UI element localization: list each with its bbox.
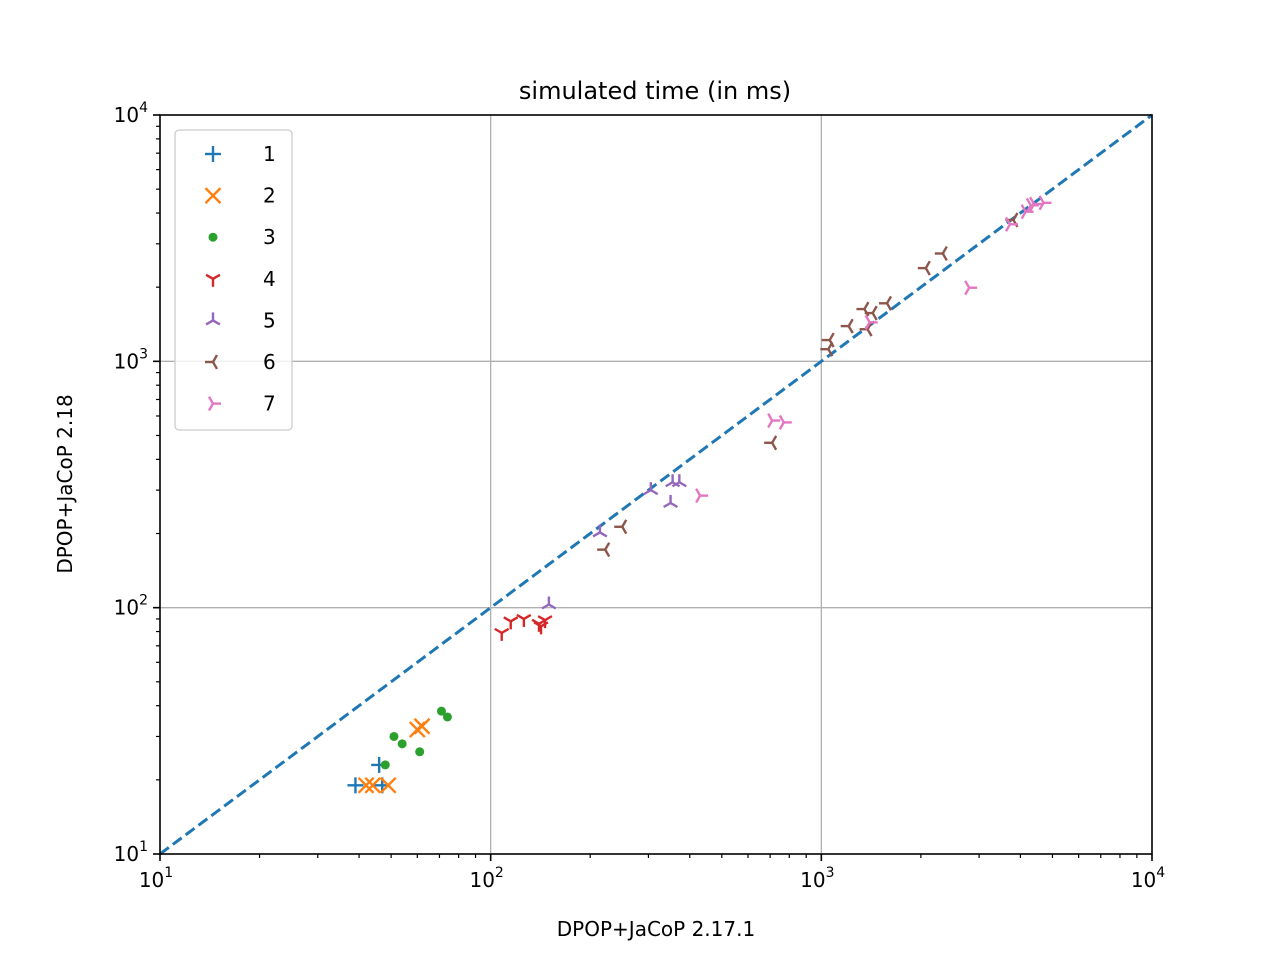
plot-frame bbox=[159, 114, 1153, 855]
x-tick-base: 10 bbox=[139, 868, 164, 892]
x-tick-base: 10 bbox=[1131, 868, 1156, 892]
legend-label: 5 bbox=[263, 308, 276, 332]
x-tick-exponent: 4 bbox=[1156, 865, 1165, 881]
series-7-point bbox=[864, 314, 878, 330]
series-6-point bbox=[879, 295, 893, 311]
series-5-point bbox=[643, 482, 659, 496]
series-6-point bbox=[840, 318, 854, 334]
x-tick-base: 10 bbox=[800, 868, 825, 892]
series-7-point bbox=[1004, 216, 1018, 232]
series-3-point bbox=[389, 731, 399, 741]
legend-marker-7 bbox=[207, 396, 221, 412]
x-tick-exponent: 2 bbox=[495, 865, 504, 881]
legend-marker-6 bbox=[205, 354, 219, 370]
y-axis-label: DPOP+JaCoP 2.18 bbox=[53, 394, 77, 573]
legend-marker-1 bbox=[205, 146, 221, 162]
series-5-point bbox=[671, 474, 687, 488]
series-4-point bbox=[537, 615, 553, 629]
x-tick-label: 101 bbox=[139, 865, 173, 892]
legend-box bbox=[174, 129, 293, 431]
series-7-point bbox=[695, 488, 709, 504]
legend-marker-3 bbox=[208, 232, 218, 242]
series-4-point bbox=[516, 613, 532, 627]
series-7-point bbox=[778, 414, 792, 430]
series-5-point bbox=[663, 495, 679, 509]
x-axis-label: DPOP+JaCoP 2.17.1 bbox=[557, 917, 755, 941]
series-2-point bbox=[413, 717, 431, 735]
y-tick-label: 102 bbox=[114, 593, 148, 620]
chart-title: simulated time (in ms) bbox=[519, 77, 791, 105]
y-tick-exponent: 4 bbox=[139, 100, 148, 116]
series-6-point bbox=[917, 260, 931, 276]
series-3-point bbox=[415, 747, 425, 757]
series-7-point bbox=[964, 280, 978, 296]
y-tick-label: 103 bbox=[114, 346, 148, 373]
legend-marker-5 bbox=[205, 312, 221, 326]
legend: 1 2 3 4 5 6 7 bbox=[174, 129, 293, 431]
legend-label: 7 bbox=[263, 392, 276, 416]
series-6-point bbox=[934, 245, 948, 262]
x-tick-label: 103 bbox=[800, 865, 834, 892]
series-4-point bbox=[494, 627, 510, 641]
y-tick-base: 10 bbox=[114, 596, 139, 620]
series-7-point bbox=[1029, 196, 1043, 212]
series-2-point bbox=[357, 776, 375, 794]
diagonal-reference-line bbox=[159, 113, 1153, 856]
y-tick-label: 101 bbox=[114, 839, 148, 866]
legend-label: 4 bbox=[263, 267, 276, 291]
x-tick-base: 10 bbox=[469, 868, 494, 892]
legend-label: 3 bbox=[263, 225, 276, 249]
x-tick-label: 102 bbox=[469, 865, 503, 892]
legend-label: 1 bbox=[263, 142, 276, 166]
series-6-point bbox=[614, 519, 628, 535]
x-tick-exponent: 1 bbox=[164, 865, 173, 881]
series-2-point bbox=[364, 776, 382, 794]
series-6-point bbox=[764, 435, 778, 451]
legend-label: 2 bbox=[263, 184, 276, 208]
grid-lines bbox=[160, 115, 1152, 854]
reference-line-group bbox=[159, 113, 1153, 856]
legend-marker-4 bbox=[205, 273, 221, 287]
series-1-point bbox=[347, 777, 364, 794]
y-tick-exponent: 1 bbox=[139, 839, 148, 855]
series-7-point bbox=[767, 413, 781, 429]
y-tick-exponent: 3 bbox=[139, 346, 148, 362]
series-7-point bbox=[1038, 195, 1052, 211]
series-5-point bbox=[592, 524, 608, 538]
data-points bbox=[347, 195, 1052, 794]
x-tick-label: 104 bbox=[1131, 865, 1165, 892]
series-3-point bbox=[442, 712, 452, 722]
x-tick-exponent: 3 bbox=[826, 865, 835, 881]
y-tick-exponent: 2 bbox=[139, 593, 148, 609]
legend-marker-2 bbox=[204, 187, 222, 204]
series-3-point bbox=[397, 739, 407, 749]
series-6-point bbox=[821, 332, 835, 348]
y-tick-base: 10 bbox=[114, 842, 139, 866]
y-tick-label: 104 bbox=[114, 100, 148, 127]
legend-label: 6 bbox=[263, 350, 276, 374]
series-6-point bbox=[864, 305, 878, 321]
y-tick-base: 10 bbox=[114, 103, 139, 127]
series-3-point bbox=[380, 760, 390, 770]
series-5-point bbox=[541, 596, 557, 610]
y-tick-base: 10 bbox=[114, 349, 139, 373]
series-4-point bbox=[503, 616, 519, 630]
series-2-point bbox=[379, 776, 397, 794]
series-6-point bbox=[597, 542, 611, 558]
series-3-point bbox=[436, 706, 446, 716]
